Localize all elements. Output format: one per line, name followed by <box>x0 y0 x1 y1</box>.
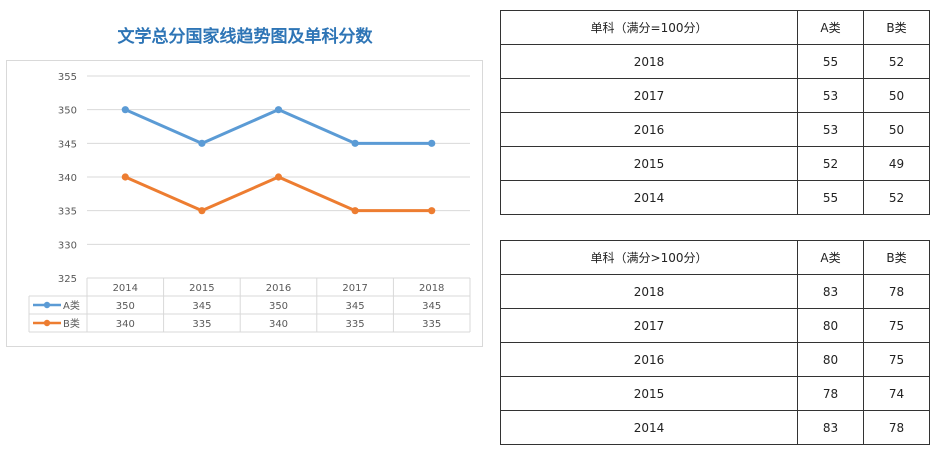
table-cell: 52 <box>797 146 864 181</box>
data-point <box>428 207 436 215</box>
table1-header-row: 单科（满分=100分） A类 B类 <box>500 10 930 45</box>
series-lines <box>121 106 436 215</box>
data-table-value: 335 <box>346 319 365 330</box>
score-table-eq100: 单科（满分=100分） A类 B类 2018 55 52 2017 53 50 2016 53 50 2… <box>500 10 930 215</box>
score-table-gt100: 单科（满分>100分） A类 B类 2018 83 78 2017 80 75 2016 80 75 2… <box>500 240 930 445</box>
table-cell: 2015 <box>500 146 798 181</box>
table-cell: 2017 <box>500 308 798 343</box>
data-table-value: 335 <box>422 319 441 330</box>
data-table-value: 350 <box>269 301 288 312</box>
table-cell: 80 <box>797 308 864 343</box>
data-point <box>428 139 436 147</box>
legend-swatch-marker <box>43 319 51 327</box>
table-cell: 75 <box>863 308 930 343</box>
table-row: 2015 52 49 <box>500 146 930 181</box>
data-point <box>274 173 283 181</box>
legend-label: A类 <box>63 299 80 312</box>
chart-title: 文学总分国家线趋势图及单科分数 <box>117 27 373 47</box>
table-row: 2014 55 52 <box>500 180 930 215</box>
table-cell: 2016 <box>500 112 798 147</box>
legend-swatch-marker <box>43 301 51 309</box>
table-cell: 49 <box>863 146 930 181</box>
table-row: 2017 80 75 <box>500 308 930 343</box>
y-tick-label: 345 <box>58 139 77 150</box>
table-cell: 83 <box>797 274 864 309</box>
data-point <box>351 207 359 215</box>
table-cell: 74 <box>863 376 930 411</box>
data-table-value: 340 <box>269 319 288 330</box>
legend-label: B类 <box>63 317 80 330</box>
y-tick-label: 355 <box>58 72 77 83</box>
y-tick-label: 340 <box>58 173 77 184</box>
table-row: 2015 78 74 <box>500 376 930 411</box>
table-cell: 2015 <box>500 376 798 411</box>
y-tick-label: 335 <box>58 207 77 218</box>
chart-area: 325 330 335 340 345 350 355 2014 2015 2016 2017 20… <box>6 60 483 347</box>
table-cell: 52 <box>863 180 930 215</box>
table-row: 2014 83 78 <box>500 410 930 445</box>
table-cell: 75 <box>863 342 930 377</box>
y-tick-label: 330 <box>58 240 77 251</box>
data-table: 2014 2015 2016 2017 2018 A类 350 345 350 345 345 B类 3… <box>28 277 471 333</box>
data-table-value: 345 <box>346 301 365 312</box>
data-table-value: 340 <box>116 319 135 330</box>
data-point <box>121 173 129 181</box>
table-row: 2017 53 50 <box>500 78 930 113</box>
table-cell: 2018 <box>500 274 798 309</box>
table-cell: 78 <box>863 410 930 445</box>
table1-header-cell: 单科（满分=100分） <box>500 10 798 45</box>
data-point <box>121 106 129 114</box>
table-cell: 2016 <box>500 342 798 377</box>
table-cell: 50 <box>863 78 930 113</box>
data-point <box>351 139 359 147</box>
data-point <box>274 106 283 114</box>
x-category-label: 2015 <box>189 283 214 294</box>
table-cell: 83 <box>797 410 864 445</box>
series-line <box>124 175 432 213</box>
data-table-value: 345 <box>422 301 441 312</box>
table-cell: 80 <box>797 342 864 377</box>
table-row: 2016 80 75 <box>500 342 930 377</box>
table-row: 2018 55 52 <box>500 44 930 79</box>
data-point <box>198 207 206 215</box>
data-table-value: 350 <box>116 301 135 312</box>
table-cell: 55 <box>797 44 864 79</box>
table-cell: 2018 <box>500 44 798 79</box>
table2-header-cell: 单科（满分>100分） <box>500 240 798 275</box>
table2-header-cell: A类 <box>797 240 864 275</box>
table-row: 2016 53 50 <box>500 112 930 147</box>
table-cell: 55 <box>797 180 864 215</box>
table-row: 2018 83 78 <box>500 274 930 309</box>
table1-header-cell: B类 <box>863 10 930 45</box>
table2-header-cell: B类 <box>863 240 930 275</box>
table-cell: 50 <box>863 112 930 147</box>
table-cell: 2014 <box>500 410 798 445</box>
x-category-label: 2018 <box>419 283 444 294</box>
x-category-label: 2016 <box>266 283 291 294</box>
data-table-value: 345 <box>192 301 211 312</box>
table1-header-cell: A类 <box>797 10 864 45</box>
data-point <box>198 139 206 147</box>
table2-header-row: 单科（满分>100分） A类 B类 <box>500 240 930 275</box>
table-cell: 53 <box>797 78 864 113</box>
x-category-label: 2017 <box>342 283 367 294</box>
table-cell: 2017 <box>500 78 798 113</box>
y-tick-label: 325 <box>58 274 77 285</box>
y-tick-label: 350 <box>58 106 77 117</box>
table-cell: 78 <box>863 274 930 309</box>
data-table-value: 335 <box>192 319 211 330</box>
table-cell: 52 <box>863 44 930 79</box>
y-axis-ticks: 325 330 335 340 345 350 355 <box>58 72 77 285</box>
table-cell: 2014 <box>500 180 798 215</box>
x-category-label: 2014 <box>113 283 138 294</box>
table-cell: 53 <box>797 112 864 147</box>
series-line <box>124 108 432 145</box>
table-cell: 78 <box>797 376 864 411</box>
